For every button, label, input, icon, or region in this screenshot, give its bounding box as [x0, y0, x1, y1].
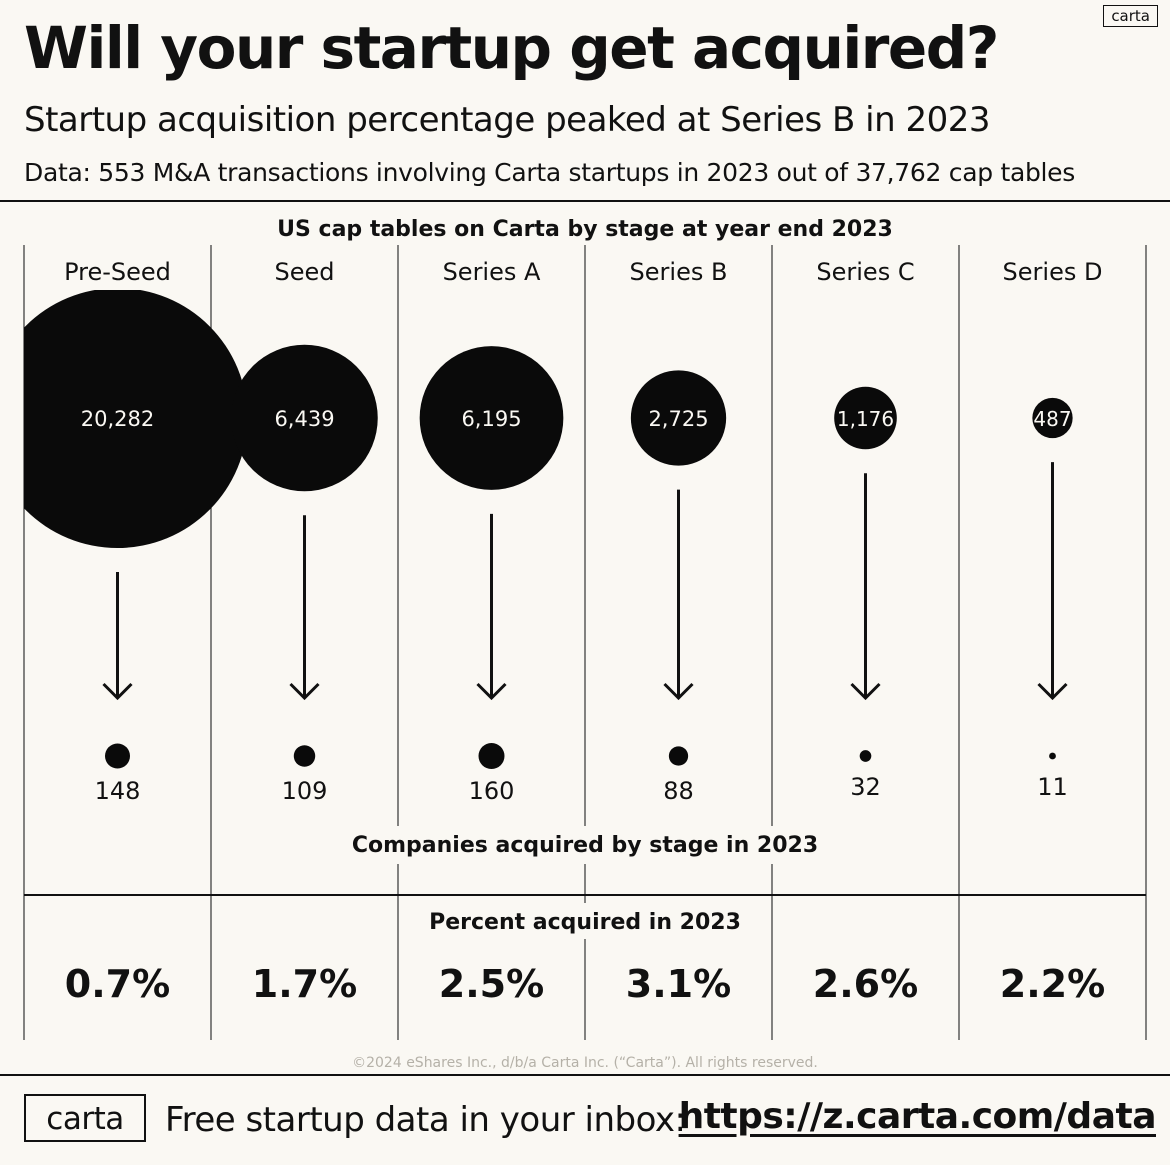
acquired-bubble [859, 750, 872, 762]
copyright: ©2024 eShares Inc., d/b/a Carta Inc. (“C… [352, 1055, 818, 1071]
cap-table-value: 20,282 [81, 407, 154, 431]
arrow-head [476, 682, 507, 701]
percent-value: 2.6% [813, 962, 918, 1006]
data-source-note: Data: 553 M&A transactions involving Car… [24, 158, 1075, 187]
section-title-bg [360, 826, 810, 864]
header-divider [0, 200, 1170, 202]
acquired-bubble [293, 745, 316, 767]
stage-label: Series A [443, 258, 541, 286]
acquired-value: 148 [95, 777, 141, 805]
percent-value: 2.5% [439, 962, 544, 1006]
stage-label: Series D [1003, 258, 1103, 286]
percent-value: 2.2% [1000, 962, 1105, 1006]
cap-table-value: 487 [1033, 407, 1071, 431]
arrow-head [1037, 682, 1068, 701]
cap-table-value: 1,176 [837, 407, 894, 431]
cap-table-bubbles [24, 290, 1073, 548]
cap-table-value: 2,725 [648, 407, 708, 431]
arrow-head [102, 682, 133, 701]
stage-label: Series B [630, 258, 728, 286]
acquired-bubble [1049, 752, 1056, 760]
acquisition-bubble-chart: US cap tables on Carta by stage at year … [23, 208, 1147, 1071]
acquired-value: 11 [1037, 773, 1068, 801]
cap-table-value: 6,439 [274, 407, 334, 431]
percent-value: 0.7% [65, 962, 170, 1006]
acquired-bubble [668, 746, 689, 766]
section-title-bg [430, 903, 740, 939]
footer-divider [0, 1074, 1170, 1076]
acquired-value: 88 [663, 777, 694, 805]
acquired-title: Companies acquired by stage in 2023 [352, 833, 818, 858]
acquired-bubble [104, 743, 131, 769]
percent-value: 3.1% [626, 962, 731, 1006]
cap-table-bubble [630, 370, 727, 466]
stage-label: Seed [275, 258, 335, 286]
cap-table-bubble [834, 386, 897, 450]
chart-subtitle: Startup acquisition percentage peaked at… [24, 100, 990, 140]
percent-title: Percent acquired in 2023 [429, 910, 741, 935]
acquired-value: 32 [850, 773, 881, 801]
arrow-head [289, 682, 320, 701]
acquired-value: 160 [469, 777, 515, 805]
section-title-bg [300, 208, 870, 244]
cap-table-value: 6,195 [461, 407, 521, 431]
percent-value: 1.7% [252, 962, 357, 1006]
cap-table-bubble [1032, 397, 1073, 439]
acquired-bubble [478, 743, 505, 769]
acquired-value: 109 [282, 777, 328, 805]
footer-text: Free startup data in your inbox: [165, 1100, 686, 1140]
stage-label: Series C [816, 258, 914, 286]
carta-logo-small: carta [1103, 5, 1158, 27]
arrow-head [663, 682, 694, 701]
arrow-head [850, 682, 881, 701]
cap-table-bubble [231, 344, 378, 492]
newsletter-link[interactable]: https://z.carta.com/data [678, 1096, 1157, 1137]
carta-logo: carta [24, 1094, 146, 1142]
chart-title: Will your startup get acquired? [24, 14, 999, 82]
cap-tables-title: US cap tables on Carta by stage at year … [277, 217, 893, 242]
cap-table-bubble [419, 346, 564, 490]
cap-table-bubble [24, 290, 248, 548]
stage-label: Pre-Seed [64, 258, 171, 286]
